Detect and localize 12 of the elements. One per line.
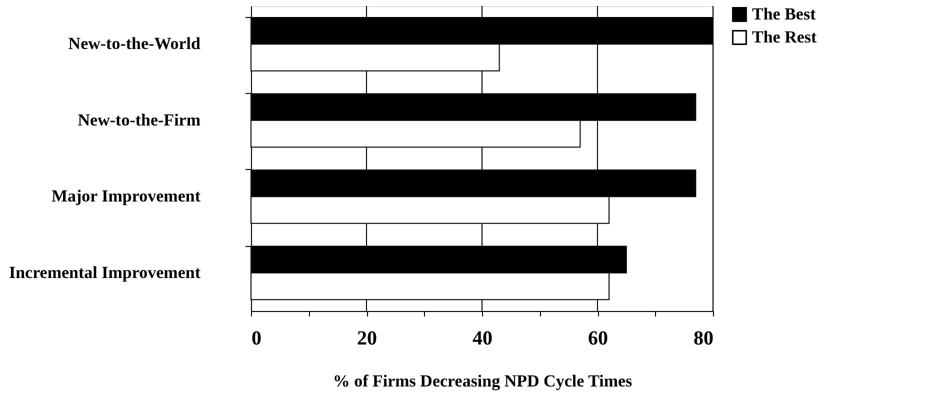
x-tick-label: 20 — [357, 328, 377, 350]
x-tick-label: 40 — [472, 328, 492, 350]
legend-label: The Best — [752, 4, 816, 24]
y-tick-label: Incremental Improvement — [8, 262, 201, 282]
y-tick-label: Major Improvement — [51, 186, 201, 206]
legend-label: The Rest — [752, 28, 818, 46]
x-axis-title: % of Firms Decreasing NPD Cycle Times — [332, 372, 633, 390]
x-tick-label: 0 — [252, 328, 262, 350]
x-tick-label: 60 — [588, 328, 608, 350]
x-tick-label: 80 — [694, 328, 714, 350]
y-tick-label: New-to-the-Firm — [78, 110, 200, 130]
y-tick-label: New-to-the-World — [68, 34, 202, 54]
